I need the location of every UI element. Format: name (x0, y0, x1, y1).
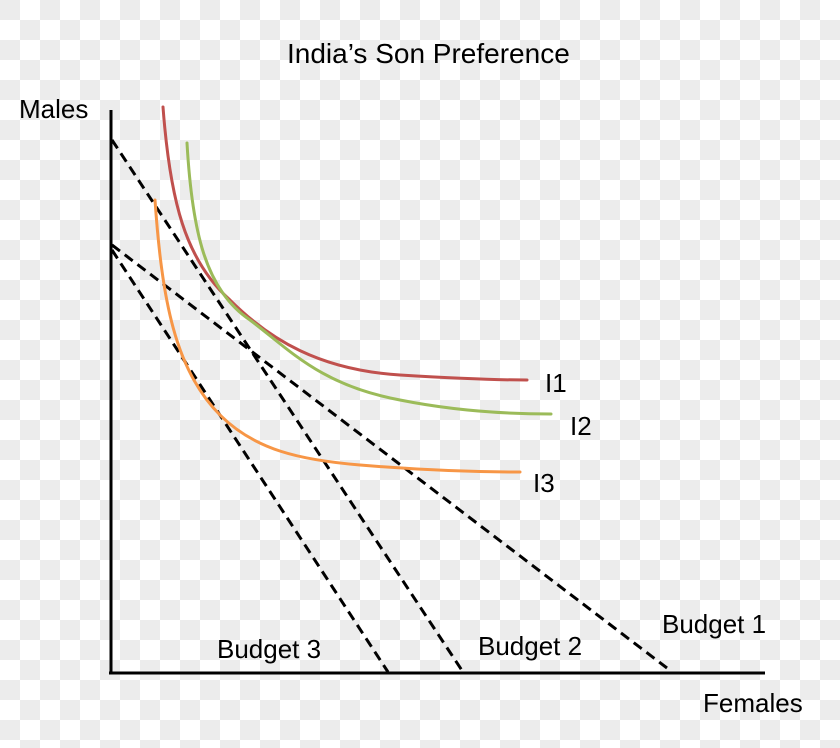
y-axis-label: Males (19, 94, 89, 124)
x-axis-label: Females (703, 688, 803, 718)
chart-title: India’s Son Preference (287, 38, 570, 69)
budget-line-3 (110, 249, 390, 673)
indifference-curve-i2 (185, 141, 553, 416)
curve-label-i3: I3 (533, 468, 555, 498)
budget-line-1 (111, 243, 668, 670)
budget-line-2 (110, 139, 465, 673)
indifference-curve-i1 (161, 105, 529, 382)
budget-label-2: Budget 2 (478, 631, 583, 661)
curve-label-i2: I2 (570, 411, 592, 441)
indifference-curve-i3 (153, 198, 522, 474)
budget-label-1: Budget 1 (662, 609, 767, 639)
budget-label-3: Budget 3 (217, 634, 322, 664)
curve-label-i1: I1 (545, 368, 567, 398)
